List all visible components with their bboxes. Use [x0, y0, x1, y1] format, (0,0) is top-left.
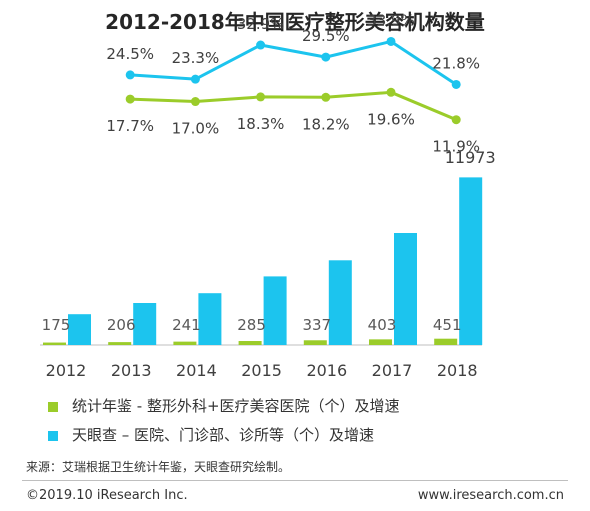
growth-label-tianyan-2014: 23.3% — [172, 49, 220, 67]
labels-layer: 2012 2013 2014 2015 2016 2017 2018 175 206 241 285… — [42, 11, 496, 380]
x-tick-label-2014: 2014 — [176, 361, 217, 380]
growth-point-stats-2017 — [386, 87, 396, 97]
x-tick-label-2015: 2015 — [241, 361, 282, 380]
growth-line-stats — [130, 90, 457, 122]
growth-line-tianyan — [130, 39, 458, 86]
bar-tianyan-2013 — [133, 303, 157, 345]
copyright: ©2019.10 iResearch Inc. — [26, 488, 188, 503]
bar-tianyan-2012 — [68, 314, 91, 345]
bar-stats-2017 — [369, 339, 392, 345]
growth-point-tianyan-2016 — [321, 52, 331, 62]
bar-stats-2012 — [43, 342, 66, 345]
growth-label-stats-2015: 18.3% — [237, 115, 285, 133]
website-link[interactable]: www.iresearch.com.cn — [417, 488, 564, 503]
x-tick-label-2013: 2013 — [111, 361, 152, 380]
bar-stats-2013 — [108, 342, 132, 345]
data-label-tianyan-2018: 11973 — [445, 148, 496, 167]
growth-label-stats-2018: 11.9% — [432, 138, 480, 156]
growth-point-tianyan-2018 — [451, 79, 461, 89]
bar-tianyan-2018 — [459, 177, 483, 345]
chart-title: 2012-2018年中国医疗整形美容机构数量 — [105, 10, 485, 34]
bar-tianyan-2016 — [328, 260, 352, 345]
growth-label-stats-2017: 19.6% — [367, 110, 415, 128]
legend-item-tianyan: 天眼查 – 医院、门诊部、诊所等（个）及增速 — [48, 424, 374, 445]
growth-point-tianyan-2013 — [125, 70, 135, 80]
growth-point-stats-2018 — [451, 115, 461, 125]
growth-point-tianyan-2014 — [190, 74, 200, 84]
legend-label-stats: 统计年鉴 - 整形外科+医疗美容医院（个）及增速 — [72, 397, 400, 415]
bar-tianyan-2014 — [198, 293, 222, 345]
data-label-stats-2018: 451 — [433, 316, 462, 334]
legend-label-tianyan: 天眼查 – 医院、门诊部、诊所等（个）及增速 — [72, 426, 375, 444]
growth-point-stats-2014 — [190, 97, 200, 107]
legend-swatch-stats — [48, 401, 58, 412]
chart-svg: 2012 2013 2014 2015 2016 2017 2018 175 206 241 285… — [40, 11, 496, 380]
lines-layer — [125, 36, 461, 125]
data-label-stats-2013: 206 — [107, 316, 136, 334]
growth-point-tianyan-2015 — [256, 40, 266, 50]
growth-label-stats-2014: 17.0% — [172, 120, 220, 138]
data-label-stats-2016: 337 — [302, 316, 331, 334]
x-tick-label-2018: 2018 — [437, 361, 478, 380]
growth-label-stats-2013: 17.7% — [106, 117, 154, 135]
data-label-stats-2012: 175 — [42, 316, 71, 334]
data-label-stats-2015: 285 — [237, 316, 266, 334]
growth-point-stats-2015 — [256, 92, 266, 102]
growth-point-stats-2016 — [321, 92, 331, 102]
data-label-stats-2014: 241 — [172, 316, 201, 334]
bar-tianyan-2015 — [263, 276, 287, 345]
bar-stats-2016 — [303, 340, 327, 345]
x-tick-label-2012: 2012 — [46, 361, 87, 380]
data-label-stats-2017: 403 — [368, 316, 397, 334]
growth-label-tianyan-2017: 33.9% — [367, 11, 415, 29]
growth-label-tianyan-2015: 32.9% — [237, 15, 285, 33]
bar-tianyan-2017 — [394, 233, 417, 345]
growth-label-stats-2016: 18.2% — [302, 115, 350, 133]
footer-divider — [22, 480, 568, 481]
legend-swatch-tianyan — [48, 430, 58, 441]
legend-item-stats: 统计年鉴 - 整形外科+医疗美容医院（个）及增速 — [48, 395, 400, 416]
growth-label-tianyan-2016: 29.5% — [302, 27, 350, 45]
bars-layer — [40, 177, 483, 346]
growth-label-tianyan-2013: 24.5% — [106, 45, 154, 63]
growth-point-tianyan-2017 — [386, 36, 396, 46]
growth-label-tianyan-2018: 21.8% — [432, 54, 480, 72]
source-note: 来源：艾瑞根据卫生统计年鉴，天眼查研究绘制。 — [26, 460, 291, 474]
x-tick-label-2017: 2017 — [372, 361, 413, 380]
x-tick-label-2016: 2016 — [306, 361, 347, 380]
bar-stats-2018 — [434, 338, 458, 345]
bar-stats-2015 — [238, 341, 262, 345]
bar-stats-2014 — [173, 341, 197, 345]
growth-point-stats-2013 — [125, 94, 135, 104]
